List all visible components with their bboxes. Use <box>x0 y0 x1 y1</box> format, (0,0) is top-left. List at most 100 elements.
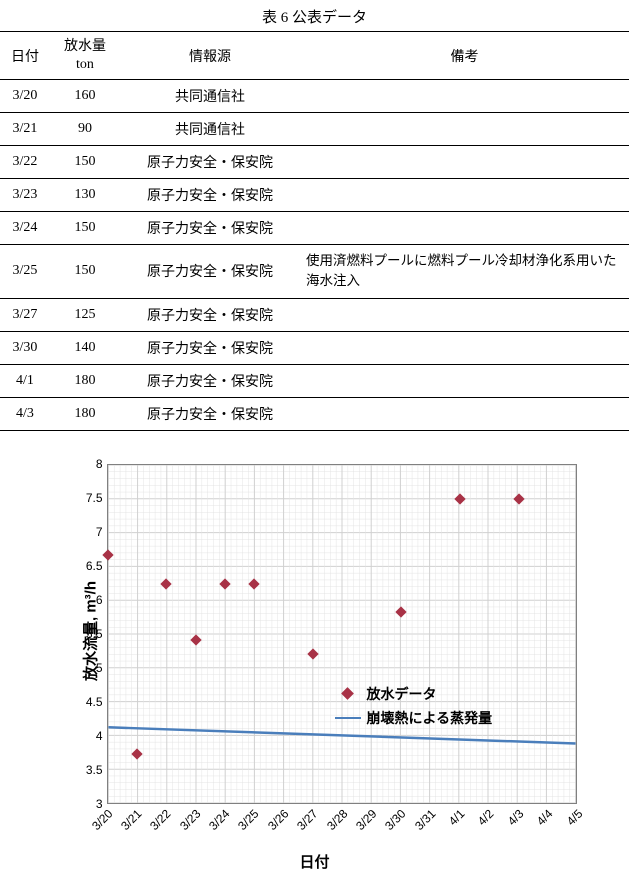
cell-remarks <box>300 212 629 245</box>
xtick: 3/21 <box>118 806 144 832</box>
table-row: 3/23130原子力安全・保安院 <box>0 179 629 212</box>
data-table: 日付 放水量 ton 情報源 備考 3/20160共同通信社3/2190共同通信… <box>0 31 629 431</box>
xtick: 3/23 <box>177 806 203 832</box>
cell-remarks <box>300 113 629 146</box>
cell-remarks <box>300 179 629 212</box>
cell-amount: 180 <box>50 364 120 397</box>
cell-date: 4/1 <box>0 364 50 397</box>
cell-amount: 125 <box>50 298 120 331</box>
ytick: 5 <box>63 661 103 675</box>
ytick: 5.5 <box>63 627 103 641</box>
table-row: 4/1180原子力安全・保安院 <box>0 364 629 397</box>
col-header-amount-l2: ton <box>56 56 114 74</box>
col-header-source: 情報源 <box>120 32 300 80</box>
legend-item: 放水データ <box>333 684 493 704</box>
cell-date: 3/30 <box>0 331 50 364</box>
chart-legend: 放水データ崩壊熱による蒸発量 <box>333 684 493 732</box>
cell-remarks <box>300 146 629 179</box>
xtick: 4/3 <box>505 806 527 828</box>
cell-date: 3/27 <box>0 298 50 331</box>
cell-source: 原子力安全・保安院 <box>120 331 300 364</box>
table-row: 3/22150原子力安全・保安院 <box>0 146 629 179</box>
chart-marker <box>219 578 230 589</box>
ytick: 4 <box>63 729 103 743</box>
cell-source: 原子力安全・保安院 <box>120 245 300 299</box>
xtick: 4/4 <box>534 806 556 828</box>
table-row: 3/20160共同通信社 <box>0 80 629 113</box>
chart-marker <box>161 578 172 589</box>
cell-remarks <box>300 331 629 364</box>
ytick: 3.5 <box>63 763 103 777</box>
chart: 放水流量, m³/h 33.544.555.566.577.58 3/203/2… <box>35 456 595 876</box>
cell-remarks <box>300 397 629 430</box>
cell-source: 原子力安全・保安院 <box>120 179 300 212</box>
ytick: 6 <box>63 593 103 607</box>
col-header-date: 日付 <box>0 32 50 80</box>
chart-marker <box>190 634 201 645</box>
ytick: 4.5 <box>63 695 103 709</box>
legend-label: 放水データ <box>367 684 437 704</box>
col-header-amount-l1: 放水量 <box>56 38 114 56</box>
cell-source: 共同通信社 <box>120 80 300 113</box>
ytick: 6.5 <box>63 559 103 573</box>
table-row: 3/25150原子力安全・保安院使用済燃料プールに燃料プール冷却材浄化系用いた海… <box>0 245 629 299</box>
cell-date: 3/23 <box>0 179 50 212</box>
table-row: 3/27125原子力安全・保安院 <box>0 298 629 331</box>
xtick: 3/28 <box>324 806 350 832</box>
cell-amount: 180 <box>50 397 120 430</box>
table-row: 3/24150原子力安全・保安院 <box>0 212 629 245</box>
chart-marker <box>249 578 260 589</box>
cell-source: 原子力安全・保安院 <box>120 298 300 331</box>
xtick: 4/2 <box>475 806 497 828</box>
chart-plot <box>107 464 577 804</box>
ytick: 7 <box>63 525 103 539</box>
cell-date: 3/24 <box>0 212 50 245</box>
chart-marker <box>513 493 524 504</box>
cell-amount: 160 <box>50 80 120 113</box>
table-row: 4/3180原子力安全・保安院 <box>0 397 629 430</box>
cell-amount: 150 <box>50 245 120 299</box>
chart-marker <box>307 649 318 660</box>
ytick: 3 <box>63 797 103 811</box>
cell-date: 3/22 <box>0 146 50 179</box>
cell-remarks: 使用済燃料プールに燃料プール冷却材浄化系用いた海水注入 <box>300 245 629 299</box>
chart-marker <box>102 549 113 560</box>
xtick: 3/27 <box>294 806 320 832</box>
legend-item: 崩壊熱による蒸発量 <box>333 708 493 728</box>
xtick: 3/31 <box>412 806 438 832</box>
cell-amount: 90 <box>50 113 120 146</box>
cell-remarks <box>300 364 629 397</box>
table-row: 3/30140原子力安全・保安院 <box>0 331 629 364</box>
cell-date: 3/20 <box>0 80 50 113</box>
cell-amount: 140 <box>50 331 120 364</box>
chart-marker <box>131 748 142 759</box>
cell-date: 4/3 <box>0 397 50 430</box>
legend-label: 崩壊熱による蒸発量 <box>367 708 493 728</box>
cell-date: 3/21 <box>0 113 50 146</box>
xtick: 3/29 <box>353 806 379 832</box>
col-header-amount: 放水量 ton <box>50 32 120 80</box>
cell-source: 原子力安全・保安院 <box>120 212 300 245</box>
cell-amount: 150 <box>50 212 120 245</box>
chart-marker <box>396 606 407 617</box>
cell-amount: 130 <box>50 179 120 212</box>
col-header-remarks: 備考 <box>300 32 629 80</box>
xtick: 4/5 <box>563 806 585 828</box>
chart-xlabel: 日付 <box>35 851 595 872</box>
legend-marker-icon <box>333 689 363 698</box>
cell-source: 原子力安全・保安院 <box>120 397 300 430</box>
xtick: 3/25 <box>235 806 261 832</box>
ytick: 8 <box>63 457 103 471</box>
xtick: 3/26 <box>265 806 291 832</box>
cell-source: 共同通信社 <box>120 113 300 146</box>
cell-remarks <box>300 80 629 113</box>
table-row: 3/2190共同通信社 <box>0 113 629 146</box>
xtick: 3/22 <box>147 806 173 832</box>
cell-source: 原子力安全・保安院 <box>120 364 300 397</box>
xtick: 4/1 <box>446 806 468 828</box>
cell-remarks <box>300 298 629 331</box>
chart-marker <box>454 493 465 504</box>
xtick: 3/30 <box>382 806 408 832</box>
cell-amount: 150 <box>50 146 120 179</box>
xtick: 3/24 <box>206 806 232 832</box>
